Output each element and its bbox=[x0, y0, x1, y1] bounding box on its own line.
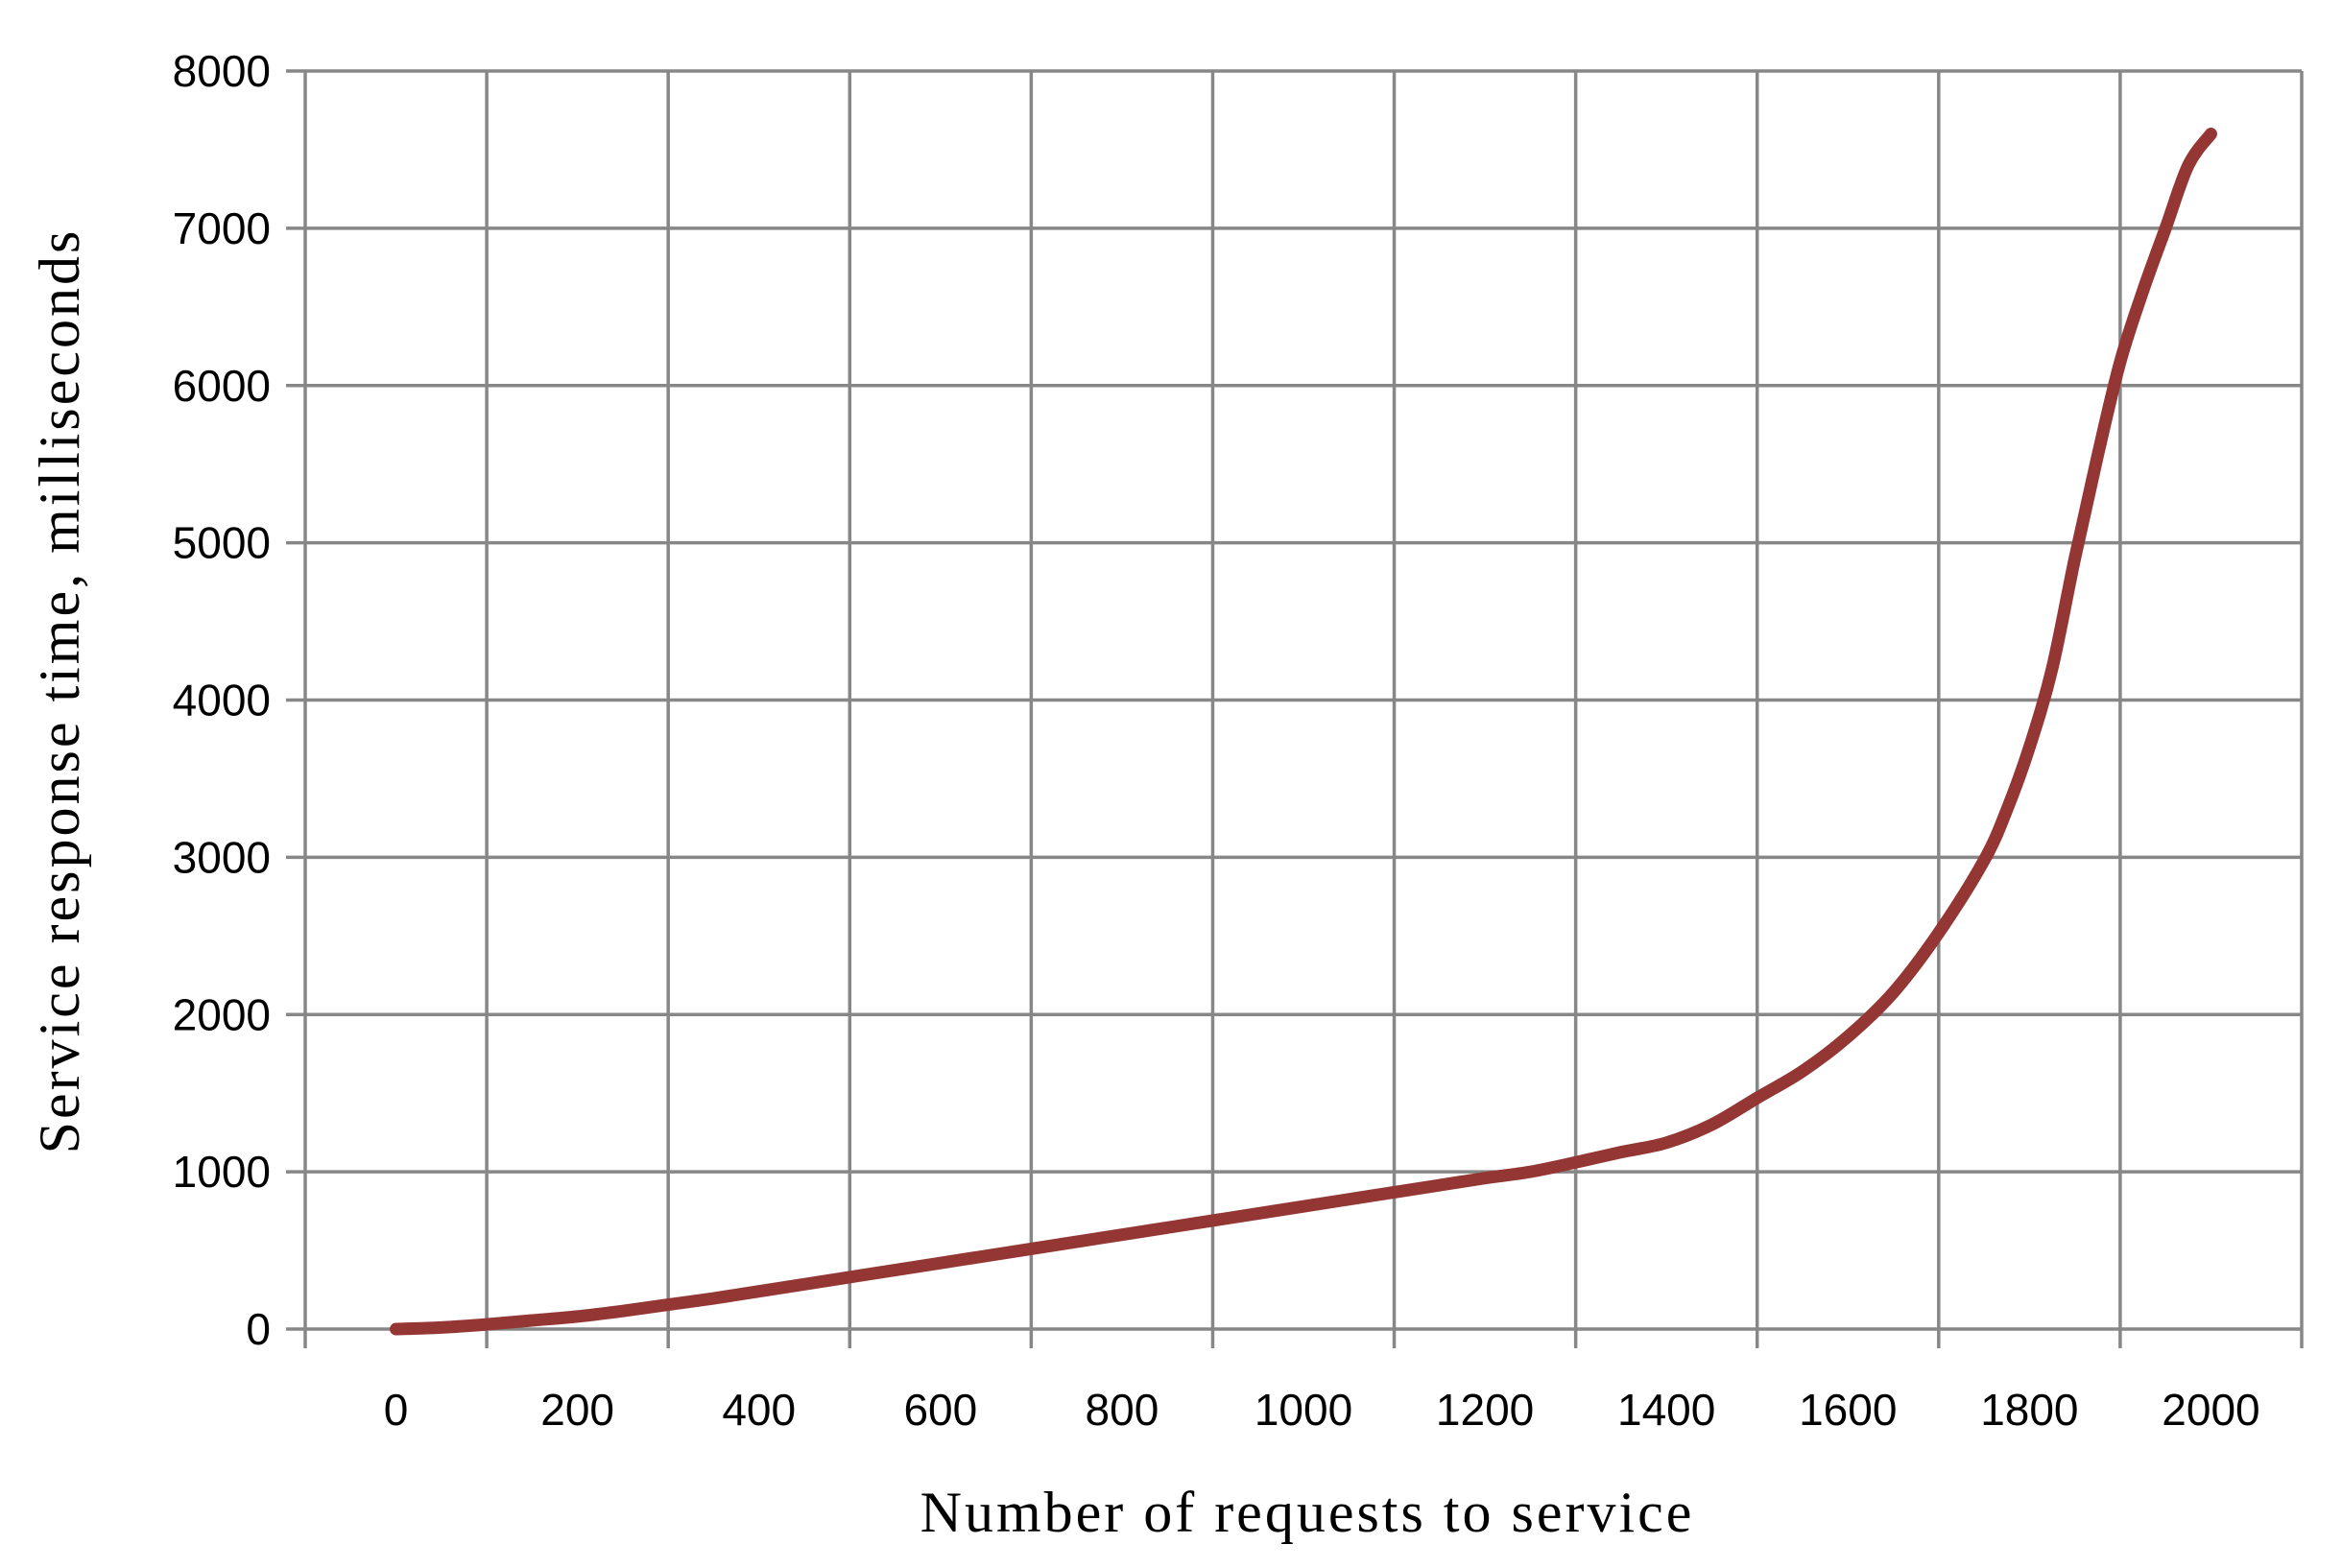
x-tick-label: 1200 bbox=[1436, 1385, 1534, 1435]
x-tick-label: 1600 bbox=[1799, 1385, 1897, 1435]
axes bbox=[286, 69, 2304, 1348]
y-tick-label: 8000 bbox=[173, 46, 271, 96]
x-tick-label: 2000 bbox=[2162, 1385, 2259, 1435]
y-tick-label: 4000 bbox=[173, 676, 271, 725]
y-axis-title: Service response time, milliseconds bbox=[28, 228, 91, 1154]
tick-labels: 0 1000 2000 3000 4000 5000 6000 7000 8000 0 200 400… bbox=[173, 46, 2260, 1435]
series-layer bbox=[390, 128, 2217, 1336]
y-tick-label: 7000 bbox=[173, 203, 271, 253]
y-tick-label: 3000 bbox=[173, 832, 271, 882]
x-tick-label: 400 bbox=[722, 1385, 796, 1435]
y-tick-label: 2000 bbox=[173, 989, 271, 1039]
x-tick-label: 200 bbox=[540, 1385, 614, 1435]
y-tick-label: 1000 bbox=[173, 1147, 271, 1197]
grid bbox=[303, 69, 2304, 1331]
x-tick-label: 1400 bbox=[1617, 1385, 1715, 1435]
x-tick-label: 1000 bbox=[1255, 1385, 1352, 1435]
x-tick-label: 800 bbox=[1086, 1385, 1159, 1435]
x-tick-label: 0 bbox=[384, 1385, 409, 1435]
x-axis-title: Number of requests to service bbox=[920, 1481, 1695, 1544]
y-tick-label: 6000 bbox=[173, 361, 271, 411]
x-tick-label: 600 bbox=[903, 1385, 977, 1435]
y-tick-label: 0 bbox=[246, 1304, 271, 1354]
y-tick-label: 5000 bbox=[173, 518, 271, 568]
series-line bbox=[390, 128, 2217, 1336]
x-tick-label: 1800 bbox=[1980, 1385, 2078, 1435]
